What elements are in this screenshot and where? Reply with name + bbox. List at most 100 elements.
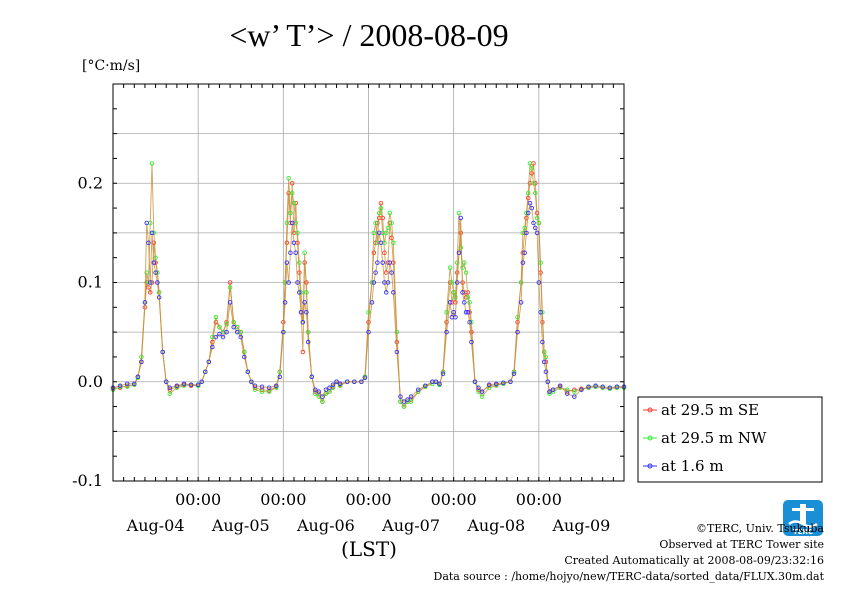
data-point-se [389, 235, 394, 241]
data-point-low [391, 290, 396, 295]
data-point-low [527, 200, 533, 206]
data-point-low [371, 280, 377, 285]
data-point-low [405, 397, 410, 402]
data-point-low [515, 329, 520, 335]
data-point-low [540, 339, 545, 345]
legend-marker-low [647, 463, 653, 469]
data-point-low [242, 354, 247, 360]
data-point-nw [224, 321, 229, 327]
data-point-se [297, 270, 302, 275]
data-point-nw [486, 385, 492, 390]
data-point-nw [385, 225, 391, 231]
data-point-low [525, 210, 531, 216]
data-point-nw [144, 270, 149, 275]
legend-label-se: at 29.5 m SE [661, 401, 759, 419]
data-point-nw [536, 220, 542, 226]
data-point-low [375, 260, 380, 265]
data-point-se [378, 200, 384, 206]
data-point-se [383, 270, 389, 275]
data-point-nw [518, 280, 524, 285]
data-point-low [293, 250, 299, 255]
data-point-low [462, 300, 467, 305]
data-point-low [440, 371, 446, 377]
data-point-nw [451, 290, 456, 295]
data-point-low [313, 387, 318, 392]
grid-lines [113, 84, 624, 481]
data-point-low [213, 334, 219, 340]
x-date-label: Aug-09 [551, 516, 610, 535]
credits-block: ©TERC, Univ. Tsukuba Observed at TERC To… [434, 521, 825, 585]
data-point-nw [320, 399, 325, 404]
data-point-low [352, 379, 357, 385]
data-point-low [472, 379, 478, 385]
data-point-low [282, 300, 288, 305]
data-point-nw [449, 280, 455, 285]
data-point-low [199, 379, 204, 385]
data-point-low [334, 379, 339, 385]
data-point-se [444, 319, 449, 325]
data-point-low [394, 349, 400, 355]
data-point-low [534, 230, 540, 236]
data-point-nw [376, 210, 382, 216]
data-point-low [362, 375, 368, 381]
data-point-low [142, 300, 148, 305]
data-point-nw [538, 260, 543, 265]
data-point-low [460, 290, 465, 295]
data-point-low [289, 220, 295, 226]
data-point-low [227, 300, 233, 305]
data-point-nw [289, 190, 295, 196]
data-point-low [366, 329, 371, 335]
data-point-low [320, 394, 325, 399]
logo-label: TERC [793, 528, 813, 536]
data-point-low [281, 329, 286, 335]
data-point-low [520, 260, 526, 265]
data-point-low [453, 314, 458, 320]
y-tick-label: -0.1 [72, 471, 103, 490]
data-point-low [572, 394, 577, 399]
data-point-low [305, 339, 311, 345]
data-point-low [163, 379, 169, 385]
y-tick-label: 0.0 [78, 372, 103, 391]
legend: at 29.5 m SE at 29.5 m NW at 1.6 m [637, 396, 823, 483]
data-point-nw [378, 205, 384, 211]
data-point-low [545, 379, 550, 385]
data-point-low [467, 319, 472, 325]
data-point-low [387, 260, 393, 265]
data-point-nw [391, 240, 396, 246]
data-point-low [437, 381, 442, 386]
data-point-low [444, 329, 449, 335]
data-point-nw [302, 250, 307, 255]
data-point-nw [456, 210, 462, 216]
data-point-nw [305, 329, 311, 335]
data-point-low [203, 369, 208, 375]
data-point-low [607, 385, 613, 390]
data-point-nw [525, 190, 531, 196]
data-point-nw [394, 329, 400, 335]
data-point-low [398, 394, 403, 399]
data-point-nw [401, 404, 407, 409]
data-point-nw [527, 161, 533, 166]
data-point-nw [572, 389, 577, 394]
data-point-low [153, 270, 158, 275]
data-point-low [465, 310, 471, 315]
data-point-nw [541, 349, 547, 355]
data-point-low [524, 230, 529, 236]
x-axis-label: (LST) [341, 537, 397, 561]
data-point-low [541, 359, 547, 365]
data-point-se [453, 300, 458, 305]
data-point-nw [447, 265, 453, 270]
data-point-low [557, 383, 563, 388]
data-point-low [146, 240, 151, 246]
data-point-low [259, 384, 265, 389]
data-point-se [146, 285, 151, 290]
data-point-low [117, 383, 123, 388]
data-point-nw [151, 230, 157, 236]
data-point-low [533, 225, 538, 231]
data-point-low [238, 334, 243, 340]
data-point-nw [149, 161, 155, 166]
data-point-low [149, 230, 155, 236]
data-point-low [300, 319, 306, 325]
data-point-low [564, 391, 570, 396]
data-point-nw [371, 230, 377, 236]
data-point-low [547, 389, 552, 394]
